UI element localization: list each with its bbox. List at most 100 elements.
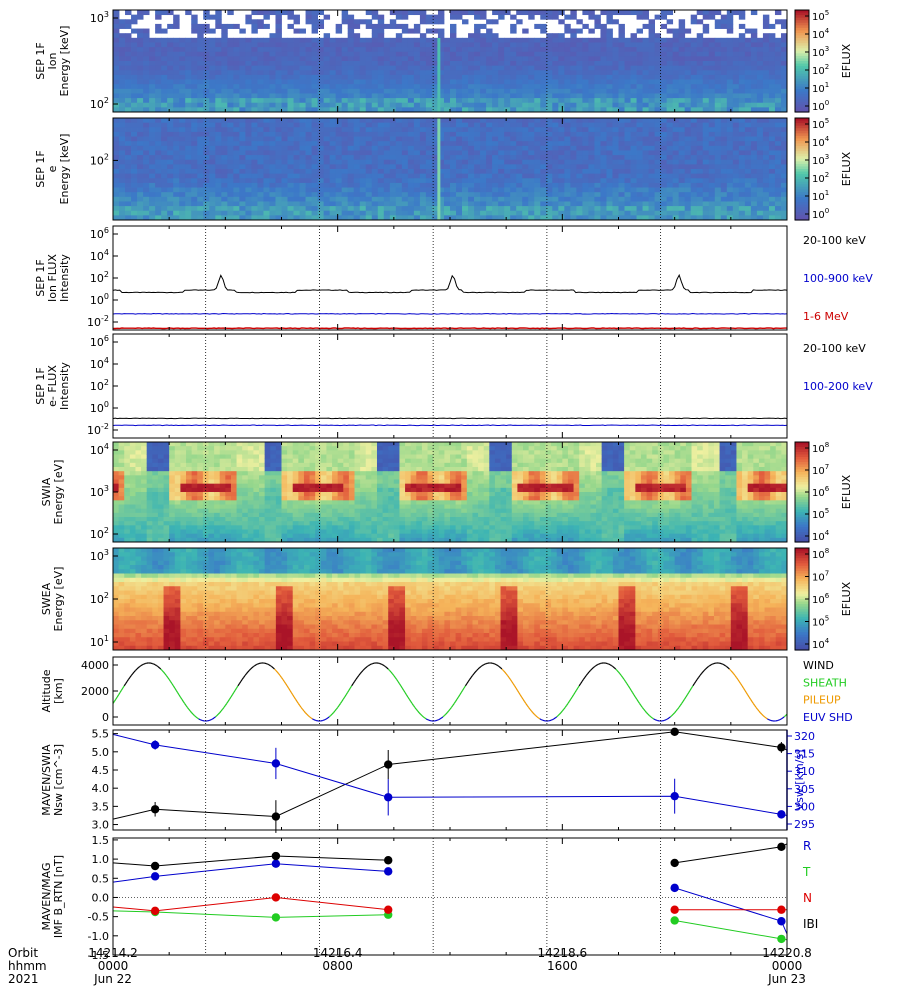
heatmap-cell <box>383 131 391 137</box>
heatmap-cell <box>135 492 142 497</box>
heatmap-cell <box>185 61 192 67</box>
heatmap-cell <box>756 42 764 48</box>
heatmap-cell <box>437 79 445 85</box>
heatmap-cell <box>395 178 403 184</box>
heatmap-cell <box>642 150 649 156</box>
heatmap-cell <box>756 196 764 202</box>
heatmap-cell <box>383 145 391 151</box>
heatmap-cell <box>155 79 162 85</box>
heatmap-cell <box>516 159 523 165</box>
heatmap-cell <box>606 122 613 128</box>
heatmap-cell <box>137 33 144 39</box>
heatmap-cell <box>329 192 337 198</box>
heatmap-cell <box>383 98 391 104</box>
heatmap-cell <box>251 10 258 16</box>
heatmap-cell <box>564 79 571 85</box>
heatmap-cell <box>492 201 499 207</box>
heatmap-cell <box>492 164 499 170</box>
heatmap-cell <box>413 141 421 147</box>
heatmap-cell <box>618 155 625 161</box>
heatmap-cell <box>143 136 150 142</box>
heatmap-cell <box>275 127 282 133</box>
heatmap-cell <box>540 159 547 165</box>
heatmap-cell <box>450 136 457 142</box>
heatmap-cell <box>690 136 698 142</box>
heatmap-cell <box>173 70 180 76</box>
heatmap-cell <box>419 118 427 124</box>
heatmap-cell <box>492 65 499 71</box>
heatmap-cell <box>167 159 174 165</box>
heatmap-cell <box>474 155 481 161</box>
heatmap-cell <box>504 10 511 16</box>
heatmap-cell <box>558 37 565 43</box>
heatmap-cell <box>143 173 150 179</box>
heatmap-cell <box>197 145 204 151</box>
heatmap-cell <box>552 98 559 104</box>
heatmap-cell <box>582 10 589 16</box>
heatmap-cell <box>377 127 385 133</box>
heatmap-cell <box>780 187 788 193</box>
heatmap-cell <box>221 131 228 137</box>
heatmap-cell <box>149 196 156 202</box>
heatmap-cell <box>618 42 625 48</box>
heatmap-cell <box>744 65 752 71</box>
heatmap-cell <box>558 88 565 94</box>
heatmap-cell <box>124 479 131 485</box>
heatmap-cell <box>738 201 746 207</box>
heatmap-cell <box>239 93 246 99</box>
colorbar-cell <box>795 217 809 221</box>
heatmap-cell <box>726 150 734 156</box>
heatmap-cell <box>233 51 240 57</box>
y-axis-label: SEP 1F Ion Energy [keV] <box>34 26 71 97</box>
heatmap-cell <box>371 28 379 34</box>
heatmap-cell <box>395 74 403 80</box>
heatmap-cell <box>642 84 649 90</box>
heatmap-cell <box>696 136 704 142</box>
heatmap-cell <box>690 192 698 198</box>
heatmap-cell <box>317 79 325 85</box>
heatmap-cell <box>141 471 148 476</box>
heatmap-cell <box>726 70 734 76</box>
heatmap-cell <box>371 141 379 147</box>
heatmap-cell <box>468 42 475 48</box>
heatmap-cell <box>353 169 361 175</box>
heatmap-cell <box>558 187 565 193</box>
heatmap-cell <box>516 47 523 53</box>
heatmap-cell <box>143 51 150 57</box>
colorbar-tick-label: 100 <box>812 99 829 113</box>
heatmap-cell <box>215 65 222 71</box>
heatmap-cell <box>377 206 385 212</box>
heatmap-cell <box>197 70 204 76</box>
heatmap-cell <box>768 169 776 175</box>
heatmap-cell <box>666 28 674 34</box>
heatmap-cell <box>389 56 397 62</box>
heatmap-cell <box>281 141 288 147</box>
heatmap-cell <box>365 70 373 76</box>
heatmap-cell <box>287 122 294 128</box>
heatmap-cell <box>540 102 547 108</box>
heatmap-cell <box>672 187 680 193</box>
heatmap-cell <box>714 122 722 128</box>
heatmap-cell <box>606 131 613 137</box>
heatmap-cell <box>197 201 204 207</box>
heatmap-cell <box>167 10 174 16</box>
heatmap-cell <box>173 42 180 48</box>
heatmap-cell <box>263 131 270 137</box>
heatmap-cell <box>215 118 222 124</box>
heatmap-cell <box>113 525 120 530</box>
heatmap-cell <box>744 102 752 108</box>
heatmap-cell <box>209 150 216 156</box>
heatmap-cell <box>606 74 613 80</box>
heatmap-cell <box>203 122 210 128</box>
heatmap-cell <box>113 458 120 464</box>
heatmap-cell <box>672 84 680 90</box>
heatmap-cell <box>570 51 577 57</box>
heatmap-cell <box>323 47 331 53</box>
heatmap-cell <box>708 93 716 99</box>
heatmap-cell <box>612 136 619 142</box>
heatmap-cell <box>690 98 698 104</box>
heatmap-cell <box>419 141 427 147</box>
heatmap-cell <box>131 215 138 221</box>
heatmap-cell <box>684 131 692 137</box>
